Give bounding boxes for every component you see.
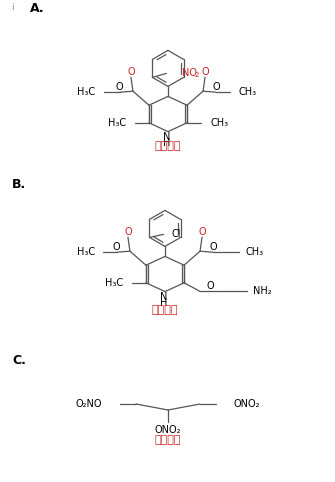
Text: Cl: Cl <box>172 229 181 240</box>
Text: O: O <box>124 227 132 237</box>
Text: O: O <box>115 82 123 92</box>
Text: O: O <box>198 227 206 237</box>
Text: H: H <box>163 137 171 147</box>
Text: B.: B. <box>12 177 26 190</box>
Text: 确酸甘油: 确酸甘油 <box>155 435 181 445</box>
Text: ONO₂: ONO₂ <box>155 425 181 435</box>
Text: CH₃: CH₃ <box>238 87 256 97</box>
Text: NH₂: NH₂ <box>253 286 272 296</box>
Text: O: O <box>206 281 214 291</box>
Text: 确苯地平: 确苯地平 <box>155 141 181 151</box>
Text: NO: NO <box>183 68 197 79</box>
Text: C.: C. <box>12 353 26 366</box>
Text: H₃C: H₃C <box>77 247 95 257</box>
Text: CH₃: CH₃ <box>210 118 228 128</box>
Text: O: O <box>127 67 135 77</box>
Text: N: N <box>163 132 171 142</box>
Text: ONO₂: ONO₂ <box>234 399 261 409</box>
Text: O: O <box>212 82 220 92</box>
Text: i: i <box>11 3 13 13</box>
Text: N: N <box>160 292 168 302</box>
Text: H: H <box>160 297 168 308</box>
Text: O: O <box>209 242 217 252</box>
Text: H₃C: H₃C <box>105 278 123 288</box>
Text: O: O <box>112 242 120 252</box>
Text: 氨氯地平: 氨氯地平 <box>152 305 178 315</box>
Text: O: O <box>201 67 209 77</box>
Text: A.: A. <box>30 2 45 15</box>
Text: H₃C: H₃C <box>108 118 126 128</box>
Text: CH₃: CH₃ <box>245 247 263 257</box>
Text: 2: 2 <box>194 72 199 79</box>
Text: H₃C: H₃C <box>77 87 95 97</box>
Text: O₂NO: O₂NO <box>75 399 102 409</box>
